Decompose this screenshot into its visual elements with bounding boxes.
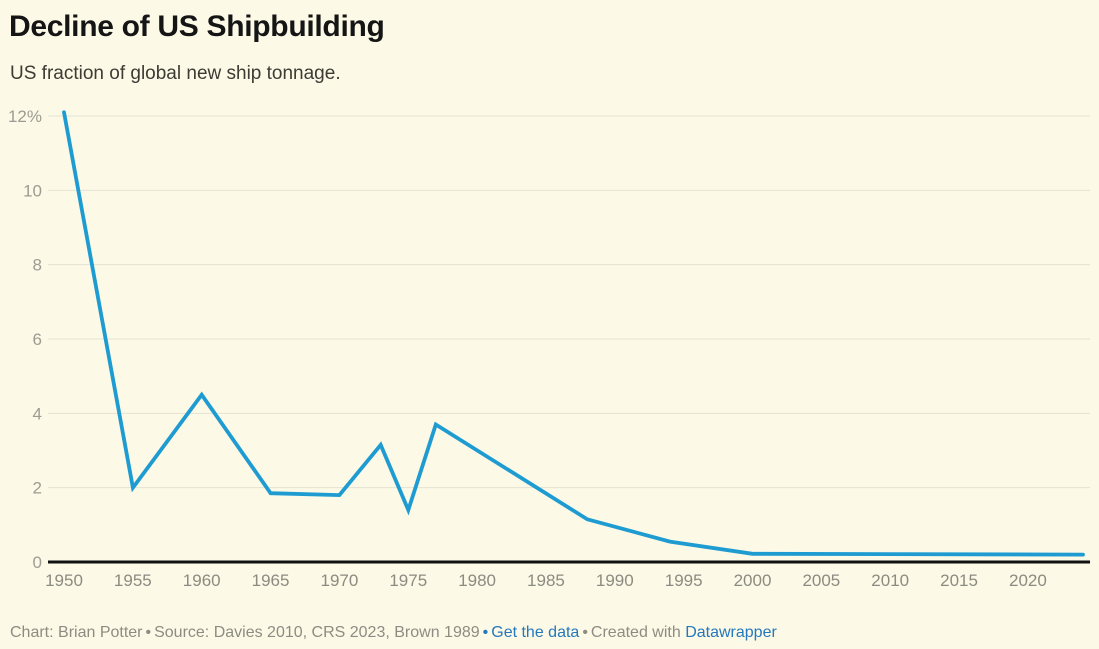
x-tick-label: 2005 [802,571,840,590]
x-tick-label: 1950 [45,571,83,590]
x-tick-label: 1975 [389,571,427,590]
x-tick-label: 1955 [114,571,152,590]
y-tick-label: 10 [23,181,42,200]
footer-separator: • [582,624,588,641]
x-tick-label: 1990 [596,571,634,590]
x-tick-label: 1960 [183,571,221,590]
x-tick-label: 2010 [871,571,909,590]
y-tick-label: 2 [33,479,42,498]
x-tick-label: 1995 [665,571,703,590]
footer-separator: • [145,624,152,641]
x-tick-label: 1980 [458,571,496,590]
datawrapper-link[interactable]: Datawrapper [685,624,777,641]
x-tick-label: 2020 [1009,571,1047,590]
x-tick-label: 1985 [527,571,565,590]
chart-footer: Chart: Brian Potter • Source: Davies 2010,… [10,624,777,642]
data-line [62,110,1085,557]
y-tick-label: 4 [33,404,42,423]
x-tick-label: 2015 [940,571,978,590]
footer-separator: • [482,624,489,641]
x-tick-label: 1970 [320,571,358,590]
x-tick-label: 2000 [734,571,772,590]
page-title: Decline of US Shipbuilding [9,10,385,43]
y-tick-label: 8 [33,256,42,275]
y-tick-label: 0 [33,553,42,572]
chart-subtitle: US fraction of global new ship tonnage. [10,63,341,84]
get-the-data-link[interactable]: Get the data [491,624,580,641]
footer-credit: Chart: Brian Potter [10,624,143,641]
y-tick-label: 12% [8,107,42,126]
footer-source: Source: Davies 2010, CRS 2023, Brown 198… [154,624,480,641]
x-tick-label: 1965 [252,571,290,590]
footer-created-with: Created with [590,624,681,641]
y-tick-label: 6 [33,330,42,349]
